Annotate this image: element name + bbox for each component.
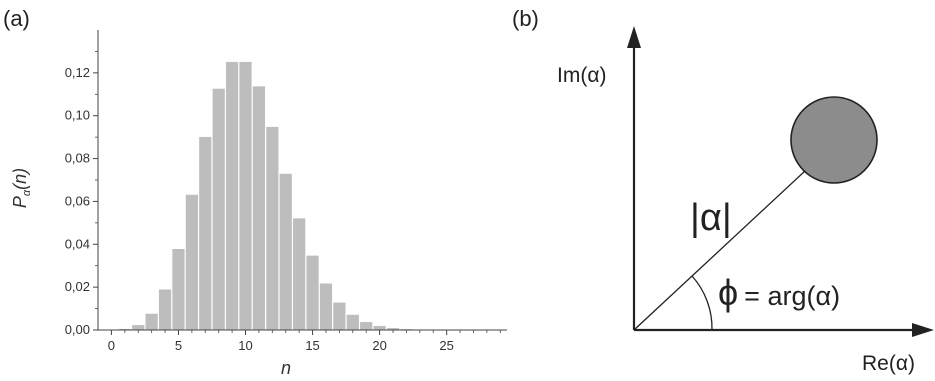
histogram-bar bbox=[293, 218, 306, 330]
x-tick-label: 5 bbox=[175, 338, 182, 353]
histogram-bar bbox=[172, 249, 185, 330]
histogram-bar bbox=[118, 328, 131, 330]
histogram-bar bbox=[346, 314, 359, 330]
histogram-bar bbox=[266, 126, 279, 330]
panel-a-label: (a) bbox=[3, 6, 30, 31]
y-tick-label: 0,04 bbox=[65, 236, 90, 251]
x-tick-label: 15 bbox=[305, 338, 319, 353]
phasor-diagram: Im(α) Re(α) |α| ϕ = arg(α) bbox=[557, 26, 934, 375]
phase-angle-arc bbox=[691, 275, 713, 331]
y-tick-label: 0,10 bbox=[65, 108, 90, 123]
x-tick-label: 20 bbox=[372, 338, 386, 353]
histogram-bar bbox=[319, 283, 333, 330]
histogram-bar bbox=[360, 322, 373, 330]
histogram-bar bbox=[225, 61, 239, 331]
modulus-label: |α| bbox=[690, 197, 732, 239]
x-tick-label: 0 bbox=[108, 338, 115, 353]
histogram-bar bbox=[239, 61, 252, 331]
histogram-chart: 0 5 10 15 20 25 0,00 0,02 0,04 0,06 0,08 0,10 0,12 bbox=[65, 30, 507, 353]
histogram-bar bbox=[386, 328, 400, 330]
y-axis-title-argument: (n) bbox=[10, 168, 30, 190]
real-axis-label: Re(α) bbox=[862, 352, 915, 375]
x-axis-title: n bbox=[281, 358, 291, 378]
histogram-bar bbox=[158, 289, 172, 330]
coherent-state-circle bbox=[790, 96, 878, 184]
histogram-bar bbox=[185, 194, 198, 330]
imaginary-axis-label: Im(α) bbox=[557, 64, 606, 87]
x-tick-label: 25 bbox=[439, 338, 453, 353]
imaginary-axis-arrowhead bbox=[627, 26, 641, 48]
histogram-bar bbox=[132, 325, 145, 330]
phase-symbol: ϕ bbox=[718, 272, 738, 313]
histogram-bar bbox=[199, 136, 212, 330]
histogram-bar bbox=[373, 325, 386, 330]
real-axis-arrowhead bbox=[912, 323, 934, 337]
phasor-line bbox=[633, 143, 835, 331]
y-tick-label: 0,08 bbox=[65, 151, 90, 166]
y-axis-title: Pα(n) bbox=[10, 168, 33, 208]
histogram-bar bbox=[279, 173, 292, 330]
histogram-bar bbox=[252, 86, 266, 330]
y-tick-label: 0,06 bbox=[65, 193, 90, 208]
histogram-bar bbox=[333, 302, 346, 330]
y-axis-title-main: P bbox=[10, 196, 30, 208]
histogram-bar bbox=[306, 255, 319, 330]
phase-equation: = arg(α) bbox=[744, 281, 840, 311]
y-tick-label: 0,00 bbox=[65, 322, 90, 337]
y-tick-label: 0,12 bbox=[65, 65, 90, 80]
histogram-bar bbox=[212, 88, 225, 330]
y-tick-label: 0,02 bbox=[65, 279, 90, 294]
x-tick-label: 10 bbox=[238, 338, 252, 353]
phase-label: ϕ = arg(α) bbox=[718, 272, 840, 313]
y-axis-title-subscript: α bbox=[21, 189, 33, 196]
panel-b-label: (b) bbox=[512, 6, 539, 31]
histogram-bar bbox=[145, 313, 158, 330]
